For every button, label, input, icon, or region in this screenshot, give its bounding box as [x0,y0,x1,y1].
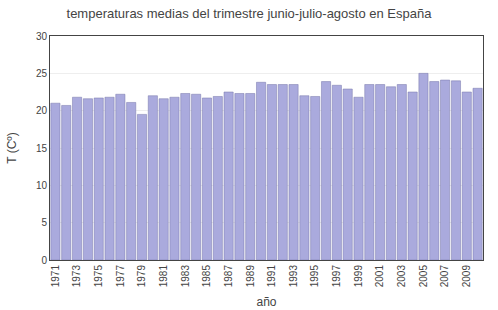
svg-text:2003: 2003 [396,265,407,288]
svg-text:año: año [256,295,276,309]
svg-text:1981: 1981 [158,265,169,288]
svg-text:1971: 1971 [50,265,61,288]
svg-text:1995: 1995 [309,265,320,288]
svg-text:T (Cº): T (Cº) [5,132,19,164]
svg-text:1979: 1979 [136,265,147,288]
svg-text:1989: 1989 [245,265,256,288]
svg-text:25: 25 [36,68,48,79]
svg-text:5: 5 [41,217,47,228]
svg-text:0: 0 [41,255,47,266]
svg-text:20: 20 [36,105,48,116]
svg-text:1975: 1975 [93,265,104,288]
svg-text:1997: 1997 [331,265,342,288]
svg-text:1991: 1991 [266,265,277,288]
svg-text:15: 15 [36,143,48,154]
svg-text:2007: 2007 [439,265,450,288]
svg-text:2005: 2005 [418,265,429,288]
svg-text:2001: 2001 [374,265,385,288]
svg-text:1999: 1999 [353,265,364,288]
svg-text:1987: 1987 [223,265,234,288]
svg-text:30: 30 [36,31,48,42]
svg-text:1983: 1983 [180,265,191,288]
svg-text:1993: 1993 [288,265,299,288]
svg-text:1985: 1985 [201,265,212,288]
svg-text:1977: 1977 [115,265,126,288]
svg-text:temperaturas medias del trimes: temperaturas medias del trimestre junio-… [67,6,433,21]
svg-text:2009: 2009 [461,265,472,288]
svg-text:10: 10 [36,180,48,191]
svg-text:1973: 1973 [71,265,82,288]
